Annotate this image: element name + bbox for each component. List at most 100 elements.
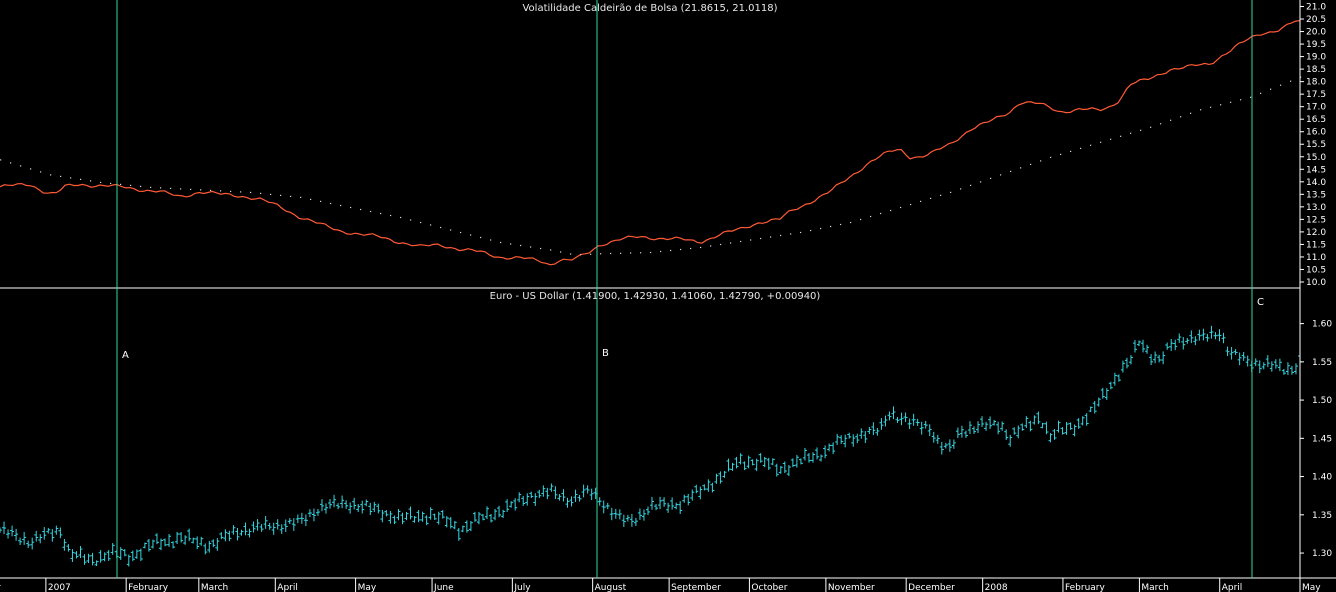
- average-point: [720, 243, 722, 246]
- ohlc-bar: [332, 494, 337, 508]
- average-point: [140, 185, 142, 187]
- ohlc-bar: [923, 420, 928, 429]
- ohlc-bar: [879, 418, 884, 430]
- ohlc-bar: [766, 457, 771, 470]
- average-point: [1080, 147, 1082, 149]
- average-point: [450, 229, 452, 231]
- ohlc-bar: [1137, 340, 1142, 347]
- ohlc-bar: [967, 421, 972, 435]
- ohlc-bar: [1281, 368, 1286, 375]
- average-point: [590, 253, 592, 255]
- ohlc-bar: [1201, 328, 1206, 341]
- ohlc-bar: [287, 518, 292, 525]
- ohlc-bar: [328, 498, 333, 509]
- ohlc-bar: [106, 550, 111, 561]
- ohlc-bar: [227, 530, 232, 542]
- ohlc-bar: [1173, 339, 1178, 351]
- ohlc-bar: [110, 543, 115, 555]
- ohlc-bar: [46, 527, 51, 534]
- ohlc-bar: [187, 528, 192, 542]
- ohlc-bar: [959, 425, 964, 438]
- ohlc-bar: [291, 518, 296, 531]
- average-point: [560, 251, 562, 253]
- ohlc-bar: [1221, 332, 1226, 344]
- ohlc-bar: [710, 482, 715, 493]
- x-tick-label: March: [201, 583, 228, 592]
- ohlc-bar: [219, 532, 224, 540]
- ohlc-bar: [899, 412, 904, 426]
- ohlc-bar: [1128, 355, 1133, 365]
- ohlc-bar: [54, 525, 59, 535]
- ohlc-bar: [762, 456, 767, 468]
- ohlc-bar: [6, 529, 11, 539]
- average-point: [910, 203, 912, 206]
- ohlc-bar: [138, 548, 143, 562]
- ohlc-bar: [259, 524, 264, 532]
- average-point: [1160, 123, 1162, 125]
- average-point: [970, 184, 972, 186]
- ohlc-bar: [1084, 413, 1089, 426]
- ohlc-bar: [18, 537, 23, 546]
- ohlc-bar: [1048, 433, 1053, 443]
- ohlc-bar: [283, 519, 288, 532]
- ohlc-bar: [154, 533, 159, 545]
- ohlc-bar: [650, 496, 655, 510]
- y-tick-label: 18.5: [1306, 65, 1326, 75]
- ohlc-bar: [400, 512, 405, 525]
- ohlc-bar: [718, 471, 723, 484]
- ohlc-bar: [372, 501, 377, 513]
- average-point: [1100, 141, 1102, 143]
- ohlc-bar: [150, 539, 155, 549]
- x-axis: ember 2007 February March April May June July Au…: [0, 578, 1321, 592]
- ohlc-bar: [633, 517, 638, 526]
- ohlc-bar: [1008, 434, 1013, 447]
- average-point: [410, 219, 412, 221]
- average-point: [480, 236, 482, 239]
- ohlc-bar: [875, 427, 880, 436]
- ohlc-bar: [163, 538, 168, 547]
- ohlc-bar: [303, 514, 308, 527]
- average-point: [770, 236, 772, 238]
- average-point: [980, 181, 982, 183]
- ohlc-bar: [279, 524, 284, 534]
- average-point: [700, 246, 702, 249]
- ohlc-bar: [424, 515, 429, 526]
- average-point: [1250, 96, 1252, 98]
- ohlc-bar: [1132, 339, 1137, 353]
- ohlc-bar: [2, 521, 7, 535]
- x-tick-label: December: [908, 583, 955, 592]
- average-point: [1110, 138, 1112, 140]
- ohlc-bar: [855, 433, 860, 444]
- ohlc-bar: [134, 549, 139, 559]
- ohlc-bar: [988, 416, 993, 430]
- average-point: [750, 239, 752, 241]
- ohlc-bar: [790, 458, 795, 468]
- y-tick-label: 13.5: [1306, 190, 1326, 200]
- volatility-pane: [0, 20, 1302, 266]
- ohlc-bar: [364, 499, 369, 507]
- ohlc-bar: [992, 420, 997, 426]
- ohlc-bar: [654, 503, 659, 511]
- ohlc-bar: [90, 552, 95, 566]
- average-point: [780, 234, 782, 237]
- x-tick-label: 2007: [48, 583, 71, 592]
- ohlc-bar: [823, 445, 828, 459]
- ohlc-bar: [1124, 357, 1129, 369]
- average-point: [1130, 132, 1132, 134]
- average-point: [1170, 119, 1172, 121]
- ohlc-bar: [565, 497, 570, 508]
- ohlc-bar: [384, 510, 389, 517]
- average-point: [890, 209, 892, 212]
- ohlc-bar: [167, 534, 172, 547]
- ohlc-bar: [352, 497, 357, 510]
- y-axis: 10.0 10.5 11.0 11.5 12.0 12.5 13.0 13.5 14.0 14.5…: [0, 0, 1336, 579]
- ohlc-bar: [344, 500, 349, 509]
- average-point: [280, 194, 282, 196]
- y-tick-label: 15.5: [1306, 140, 1326, 150]
- average-point: [650, 251, 652, 254]
- ohlc-bar: [811, 452, 816, 463]
- ohlc-bar: [440, 510, 445, 519]
- ohlc-bar: [963, 430, 968, 438]
- average-point: [1120, 135, 1122, 137]
- x-tick-label: August: [595, 583, 627, 592]
